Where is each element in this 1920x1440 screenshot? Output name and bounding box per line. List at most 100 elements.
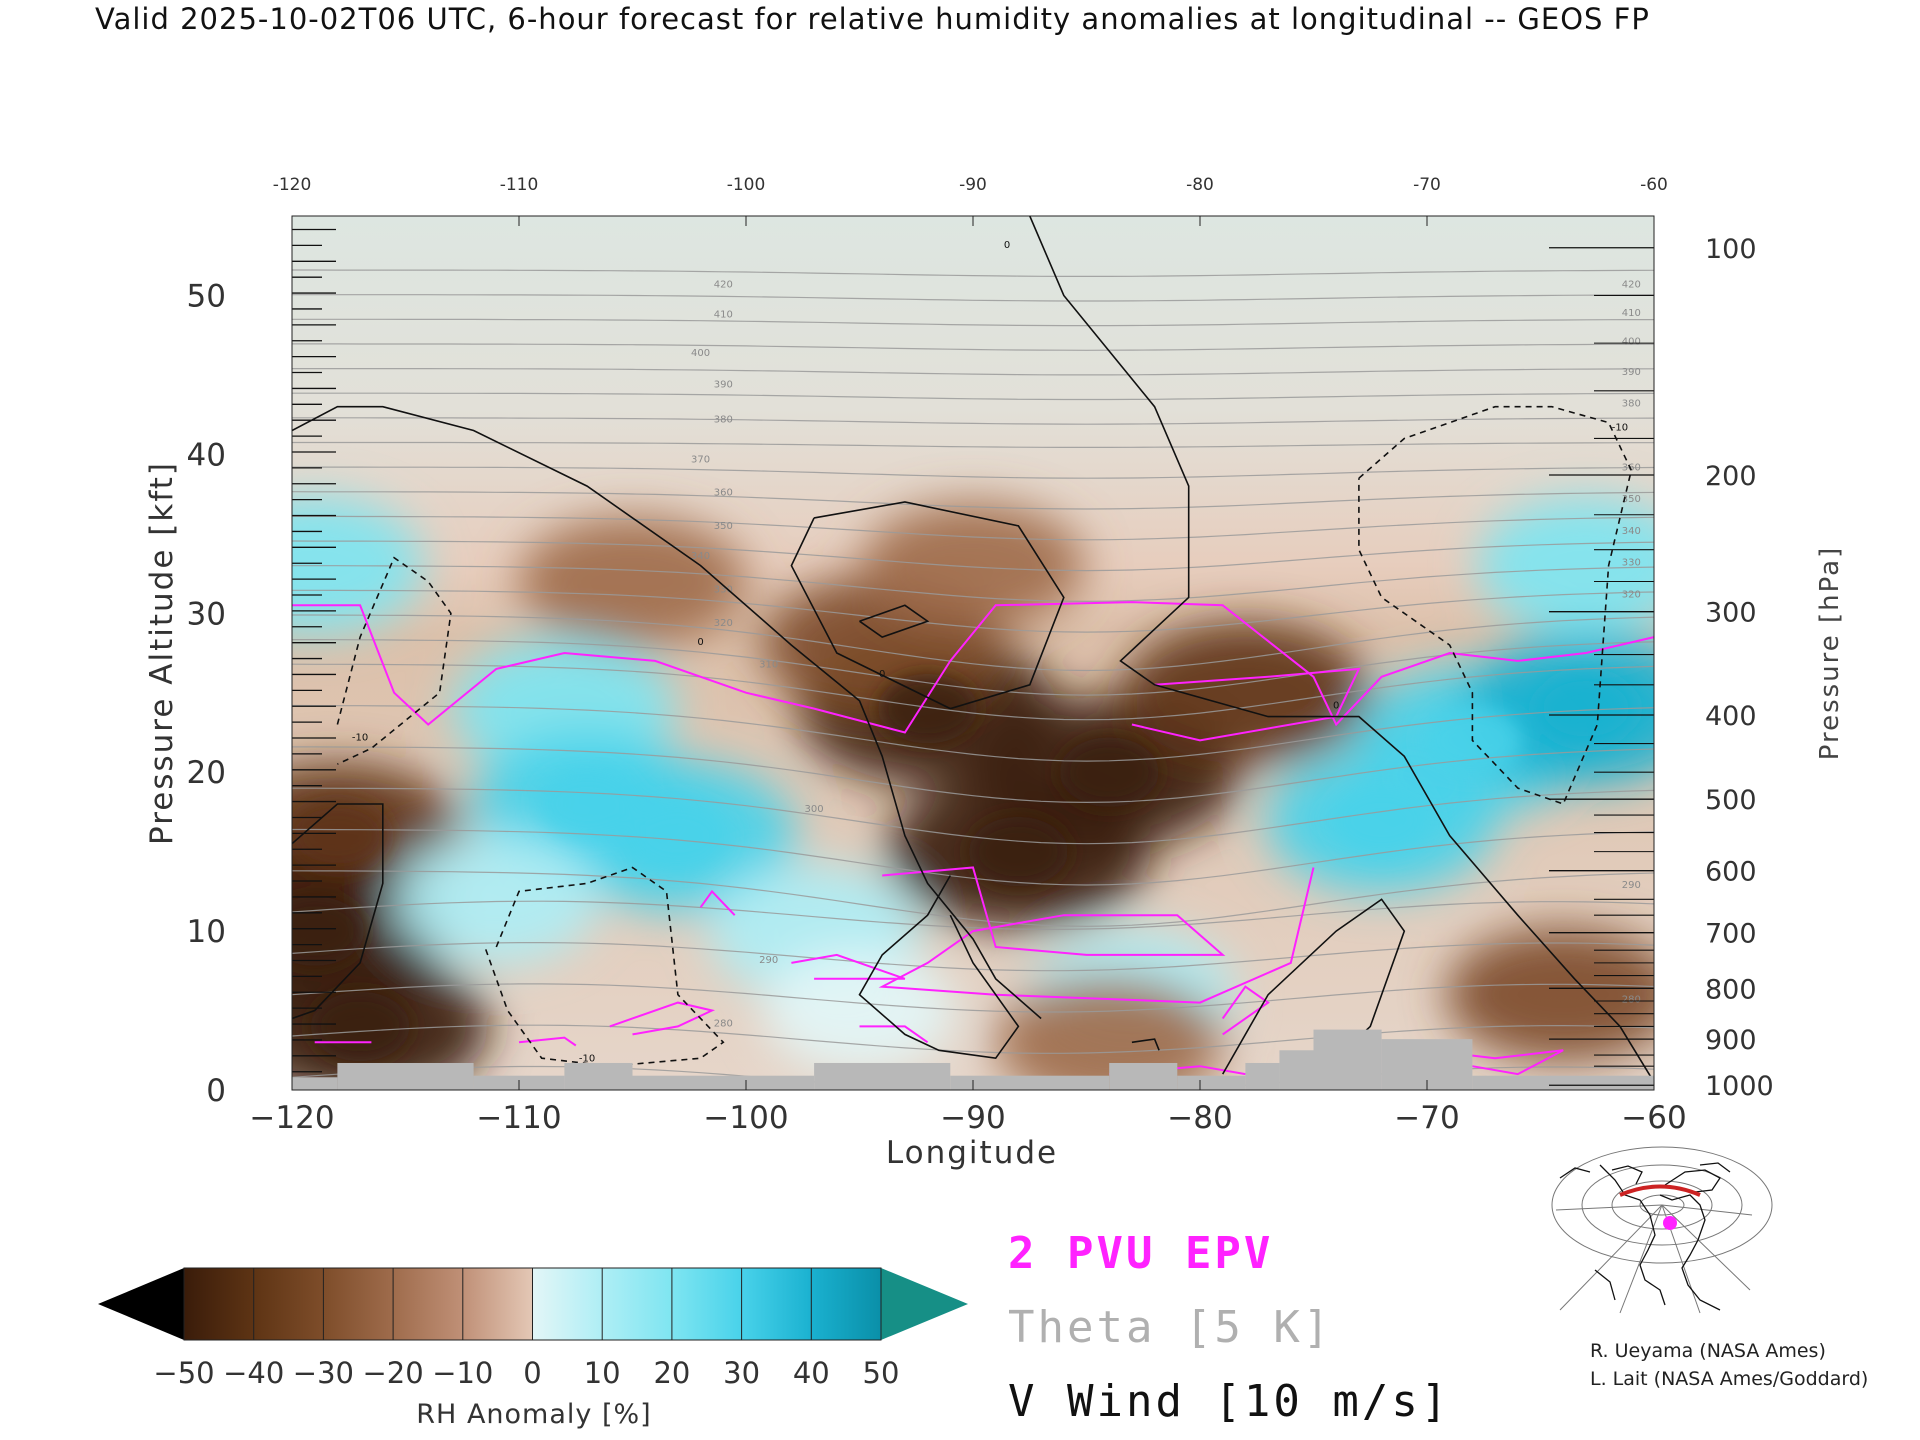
- axis-ticks: −120-120−110-110−100-100−90-90−80-80−70-…: [187, 175, 1774, 1136]
- theta-contour-line: [292, 983, 1654, 1013]
- theta-contour-line: [292, 1024, 1654, 1054]
- terrain-block: [950, 1075, 1110, 1090]
- y-tick-label-right: 700: [1705, 919, 1757, 950]
- epv-contour-line: [699, 889, 736, 916]
- rh-anomaly-cell: [518, 516, 747, 647]
- colorbar-tick-label: 20: [653, 1356, 690, 1390]
- vwind-contour-negative: [336, 556, 452, 765]
- colorbar-tick-label: −30: [293, 1356, 354, 1390]
- y-tick-label-left: 40: [187, 437, 226, 473]
- rh-anomaly-core: [537, 769, 638, 839]
- theta-label: 330: [714, 585, 733, 596]
- theta-contour-line: [292, 392, 1654, 401]
- y-tick-label-right: 800: [1705, 974, 1757, 1005]
- vwind-label: 0: [1004, 240, 1010, 251]
- theta-contour-line: [292, 294, 1654, 302]
- epv-contour-line: [878, 866, 1315, 1004]
- epv-contour-line: [609, 1001, 716, 1036]
- rh-cores: [292, 673, 1636, 1062]
- theta-label: 360: [714, 488, 733, 499]
- theta-label: 420: [1622, 280, 1641, 291]
- theta-contour-line: [292, 466, 1654, 479]
- y-tick-label-left: 0: [206, 1073, 226, 1109]
- theta-label: 320: [1622, 589, 1641, 600]
- y-tick-label-right: 900: [1705, 1025, 1757, 1056]
- colorbar-segment: [462, 1268, 533, 1340]
- theta-label: 340: [1622, 526, 1641, 537]
- colorbar-over-triangle: [881, 1268, 968, 1340]
- theta-contour-line: [292, 639, 1654, 696]
- vwind-contour-zero: [292, 405, 1042, 1020]
- y-tick-label-left: 10: [187, 914, 226, 950]
- theta-contour-line: [292, 343, 1654, 351]
- theta-label: 380: [1622, 399, 1641, 410]
- y-tick-label-right: 100: [1705, 234, 1757, 265]
- legend-theta: Theta [5 K]: [1008, 1302, 1332, 1353]
- theta-contour-line: [292, 746, 1654, 804]
- vwind-contour-negative: [1358, 405, 1633, 806]
- theta-contour-line: [292, 565, 1654, 603]
- vwind-contour-zero: [1029, 216, 1654, 1083]
- theta-contour-line: [292, 900, 1654, 930]
- colorbar-segment: [253, 1268, 324, 1340]
- rh-anomaly-core: [1331, 784, 1432, 855]
- rh-anomaly-core: [1535, 673, 1636, 744]
- theta-contour-line: [292, 318, 1654, 327]
- rh-anomaly-core: [292, 896, 365, 967]
- legend-epv: 2 PVU EPV: [1008, 1228, 1273, 1279]
- rh-anomaly-cell: [861, 502, 1085, 629]
- theta-label: 290: [1622, 880, 1641, 891]
- theta-label: 400: [1622, 337, 1641, 348]
- y-tick-label-right: 200: [1705, 461, 1757, 492]
- legend-vwind: V Wind [10 m/s]: [1008, 1376, 1450, 1427]
- y-tick-label-left: 30: [187, 596, 226, 632]
- x-tick-label-top: -100: [727, 175, 766, 195]
- credit-line-1: R. Ueyama (NASA Ames): [1590, 1340, 1826, 1362]
- plot-frame: [291, 215, 1655, 1091]
- theta-contour-line: [292, 589, 1654, 633]
- theta-contour-line: [292, 704, 1654, 762]
- theta-contour-line: [292, 614, 1654, 672]
- theta-contour-line: [292, 515, 1654, 541]
- theta-label: 410: [1622, 308, 1641, 319]
- epv-contour-line: [791, 953, 906, 980]
- epv-contour-line: [1131, 667, 1361, 742]
- theta-label: 280: [714, 1018, 733, 1029]
- y-tick-label-left: 20: [187, 755, 226, 791]
- x-axis-label: Longitude: [886, 1135, 1058, 1171]
- terrain-block: [814, 1062, 951, 1090]
- colorbar-tick-label: 50: [863, 1356, 900, 1390]
- theta-contour-line: [292, 663, 1654, 721]
- theta-label: 420: [714, 280, 733, 291]
- credit-line-2: L. Lait (NASA Ames/Goddard): [1590, 1368, 1869, 1390]
- x-tick-label: −110: [476, 1100, 561, 1136]
- colorbar-tick-label: 0: [523, 1356, 541, 1390]
- epv-contour-line: [1221, 985, 1270, 1036]
- x-tick-label-top: -120: [273, 175, 312, 195]
- colorbar-label: RH Anomaly [%]: [416, 1399, 651, 1430]
- x-tick-label: −100: [703, 1100, 788, 1136]
- vwind-contour-zero: [292, 803, 384, 1020]
- theta-contour-line: [292, 828, 1654, 886]
- y-tick-label-right: 400: [1705, 701, 1757, 732]
- rh-anomaly-cell: [762, 949, 957, 1072]
- rh-anomaly-cell: [393, 834, 600, 965]
- colorbar-tick-label: 30: [723, 1356, 760, 1390]
- theta-label: 290: [759, 955, 778, 966]
- x-tick-label-top: -70: [1413, 175, 1441, 195]
- vwind-contour-zero: [1131, 1038, 1160, 1051]
- rh-anomaly-cell: [1477, 496, 1654, 635]
- theta-contour-line: [292, 540, 1654, 572]
- colorbar-tick-label: −10: [432, 1356, 493, 1390]
- header-text: Valid 2025-10-02T06 UTC, 6-hour forecast…: [95, 2, 1650, 36]
- colorbar-under-triangle: [98, 1268, 184, 1340]
- colorbar-segment: [393, 1268, 464, 1340]
- colorbar-segment: [811, 1268, 882, 1340]
- vwind-contour-negative: [484, 866, 725, 1068]
- rh-anomaly-cell: [995, 977, 1224, 1090]
- x-tick-label: −90: [940, 1100, 1005, 1136]
- inset-location-marker: [1663, 1216, 1677, 1230]
- colorbar-tick-label: 40: [793, 1356, 830, 1390]
- y-axis-label-right: Pressure [hPa]: [1815, 546, 1845, 761]
